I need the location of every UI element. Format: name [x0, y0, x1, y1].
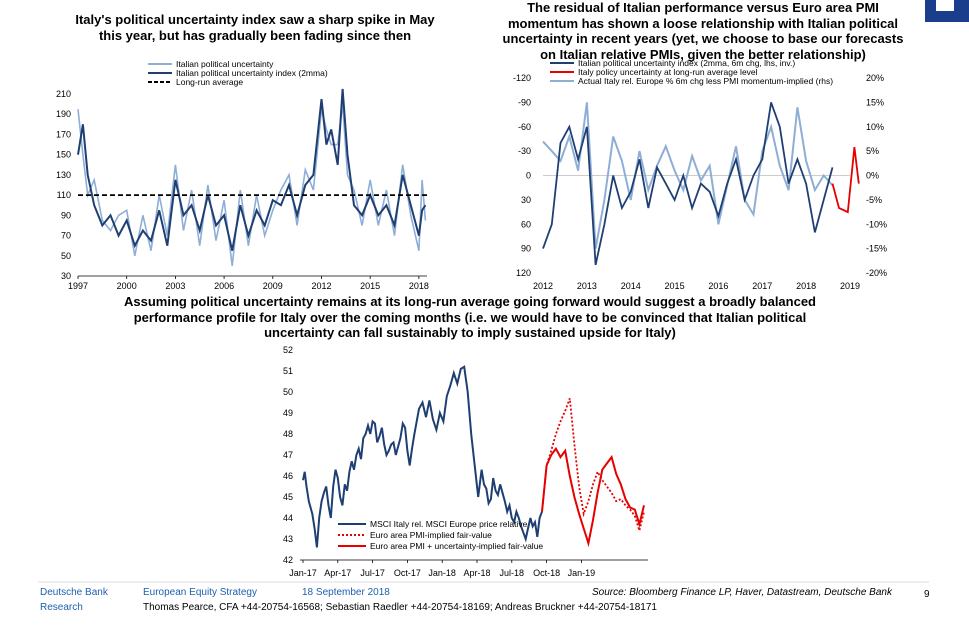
- chart3-y-tick: 49: [283, 408, 293, 418]
- footer-source: Source: Bloomberg Finance LP, Haver, Dat…: [592, 587, 892, 598]
- chart3-x-tick: Oct-17: [394, 568, 421, 578]
- footer-org: Deutsche Bank Research: [40, 586, 108, 614]
- footer-org-line2: Research: [40, 602, 83, 613]
- footer-date: 18 September 2018: [302, 587, 390, 598]
- chart1-x-tick: 2012: [311, 281, 331, 291]
- chart1-x-tick: 2015: [360, 281, 380, 291]
- chart2-y-right-tick: -20%: [866, 268, 887, 278]
- chart2-y-left-tick: -90: [518, 97, 531, 107]
- chart3-series-msci: [302, 365, 543, 548]
- page-number: 9: [924, 589, 930, 600]
- chart1-y-tick: 190: [56, 109, 71, 119]
- chart1-y-tick: 130: [56, 170, 71, 180]
- chart1-legend-label: Italian political uncertainty: [176, 59, 274, 69]
- chart3-legend-label: MSCI Italy rel. MSCI Europe price relati…: [370, 519, 528, 529]
- chart1-title: Italy's political uncertainty index saw …: [75, 12, 435, 43]
- chart3-y-tick: 42: [283, 555, 293, 565]
- chart3-y-tick: 52: [283, 345, 293, 355]
- chart2-y-left-tick: 30: [521, 195, 531, 205]
- chart1-y-tick: 110: [57, 190, 71, 200]
- chart2-y-left-tick: 90: [521, 244, 531, 254]
- chart1-x-tick: 1997: [68, 281, 88, 291]
- chart3-x-tick: Jan-18: [428, 568, 456, 578]
- chart2-legend-label: Actual Italy rel. Europe % 6m chg less P…: [578, 76, 833, 86]
- chart2-series-residual: [542, 102, 834, 249]
- chart1-series-2mma: [77, 88, 427, 251]
- chart3-x-tick: Oct-18: [533, 568, 560, 578]
- chart1-y-tick: 90: [61, 210, 71, 220]
- chart1-y-tick: 70: [61, 231, 71, 241]
- chart1-series-raw: [77, 104, 427, 266]
- chart2-series-long-run: [831, 146, 860, 214]
- chart3-legend-label: Euro area PMI + uncertainty-implied fair…: [370, 541, 543, 551]
- chart2-y-right-tick: 20%: [866, 73, 884, 83]
- chart2-y-left-tick: 60: [521, 219, 531, 229]
- chart3-y-tick: 43: [283, 534, 293, 544]
- chart2-series-uncertainty: [542, 102, 834, 266]
- chart2-legend-label: Italian political uncertainty index (2mm…: [578, 58, 795, 68]
- chart1-y-tick: 170: [56, 129, 71, 139]
- chart3-legend-label: Euro area PMI-implied fair-value: [370, 530, 492, 540]
- chart3-x-tick: Apr-18: [463, 568, 490, 578]
- chart3-x-tick: Jan-19: [568, 568, 596, 578]
- chart2-y-right-tick: 15%: [866, 97, 884, 107]
- chart1-y-tick: 210: [56, 89, 71, 99]
- chart1-x-tick: 2018: [409, 281, 429, 291]
- chart1-x-tick: 2000: [117, 281, 137, 291]
- chart2-y-right-tick: -10%: [866, 219, 887, 229]
- chart1-x-tick: 2009: [263, 281, 283, 291]
- chart2-x-tick: 2013: [577, 281, 597, 291]
- chart2-legend-label: Italy policy uncertainty at long-run ave…: [578, 67, 758, 77]
- chart3-series-pmi-uncertainty: [541, 446, 645, 548]
- chart2-y-left-tick: -60: [518, 122, 531, 132]
- chart2-x-tick: 2014: [621, 281, 641, 291]
- chart3-y-tick: 47: [283, 450, 293, 460]
- chart1-y-tick: 150: [56, 150, 71, 160]
- chart2-y-right-tick: 10%: [866, 122, 884, 132]
- chart1-y-tick: 50: [61, 251, 71, 261]
- chart2-y-left-tick: 120: [516, 268, 531, 278]
- chart2-y-right-tick: 5%: [866, 146, 879, 156]
- chart3-y-tick: 44: [283, 513, 293, 523]
- chart2-x-tick: 2019: [840, 281, 860, 291]
- chart2-x-tick: 2012: [533, 281, 553, 291]
- chart3-title: Assuming political uncertainty remains a…: [123, 294, 816, 340]
- chart2-y-right-tick: -5%: [866, 195, 882, 205]
- chart3-y-tick: 46: [283, 471, 293, 481]
- chart3-x-tick: Jul-18: [500, 568, 525, 578]
- chart1-y-tick: 30: [61, 271, 71, 281]
- chart2-title: The residual of Italian performance vers…: [502, 0, 904, 62]
- footer-team: European Equity Strategy: [143, 587, 257, 598]
- chart1-legend-label: Long-run average: [176, 77, 243, 87]
- chart3-y-tick: 45: [283, 492, 293, 502]
- chart2-x-tick: 2017: [752, 281, 772, 291]
- chart2-y-left-tick: -30: [518, 146, 531, 156]
- chart3-x-tick: Apr-17: [324, 568, 351, 578]
- footer-authors: Thomas Pearce, CFA +44-20754-16568; Seba…: [143, 602, 657, 613]
- chart2-y-right-tick: 0%: [866, 171, 879, 181]
- chart2-x-tick: 2018: [796, 281, 816, 291]
- chart1-legend-label: Italian political uncertainty index (2mm…: [176, 68, 328, 78]
- chart3-series-pmi: [541, 397, 645, 534]
- deutsche-bank-logo: [925, 0, 969, 22]
- chart2-y-right-tick: -15%: [866, 244, 887, 254]
- chart3-x-tick: Jul-17: [360, 568, 385, 578]
- chart1-x-tick: 2003: [165, 281, 185, 291]
- chart2-y-left-tick: -120: [513, 73, 531, 83]
- chart2-y-left-tick: 0: [526, 171, 531, 181]
- chart3-y-tick: 51: [283, 366, 293, 376]
- chart1-x-tick: 2006: [214, 281, 234, 291]
- chart3-y-tick: 48: [283, 429, 293, 439]
- chart2-x-tick: 2015: [665, 281, 685, 291]
- chart3-x-tick: Jan-17: [289, 568, 317, 578]
- chart2-x-tick: 2016: [708, 281, 728, 291]
- footer-org-line1: Deutsche Bank: [40, 587, 108, 598]
- chart3-y-tick: 50: [283, 387, 293, 397]
